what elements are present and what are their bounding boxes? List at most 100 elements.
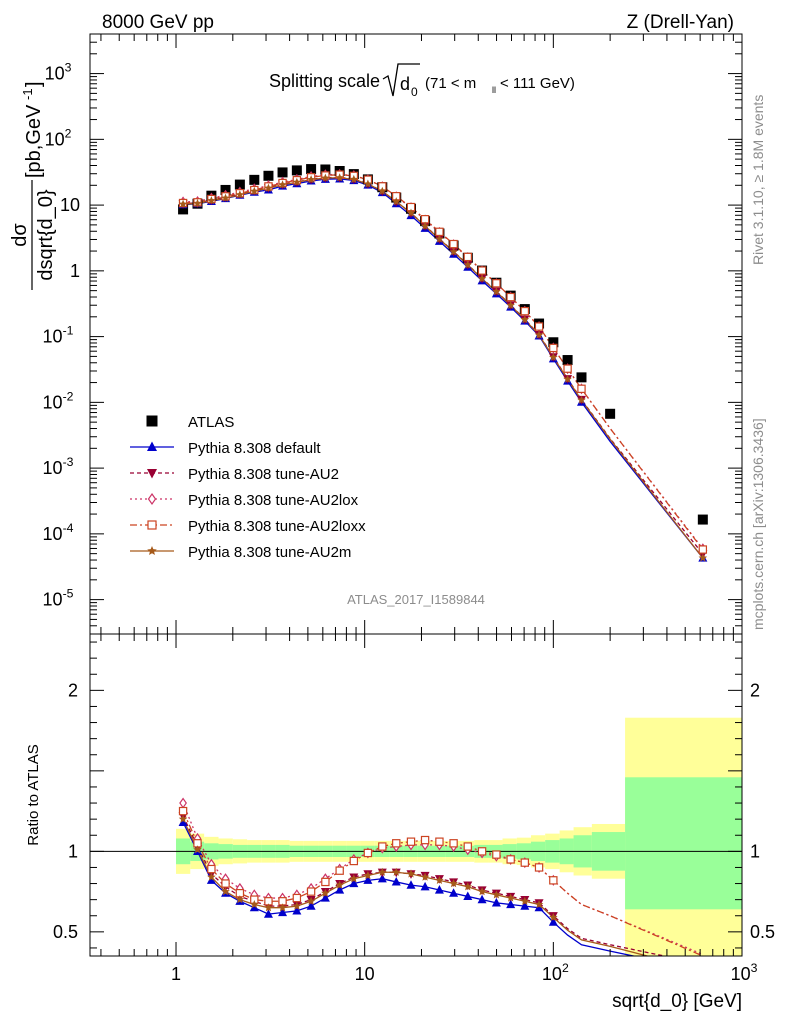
- mc-point-ratio: [420, 872, 430, 881]
- ratio-y-tick-label-left: 1: [68, 841, 78, 861]
- mc-point-ratio: [406, 869, 416, 878]
- mc-point-ratio: [449, 888, 459, 897]
- mc-point-main: [321, 173, 330, 182]
- mc-point-ratio: [278, 903, 287, 912]
- mc-point-ratio: [178, 806, 188, 816]
- mc-point-ratio: [420, 835, 430, 845]
- main-title-cut: (71 < m: [425, 75, 476, 92]
- legend-entry: ATLAS: [146, 414, 234, 431]
- mc-point-ratio: [306, 896, 316, 905]
- x-tick-label: 10: [355, 964, 375, 984]
- mc-point-ratio: [335, 866, 344, 875]
- y-label-unit-exp: -1: [20, 88, 35, 100]
- mc-point-ratio: [463, 891, 473, 901]
- mc-point-ratio: [435, 875, 444, 884]
- atlas-data-point: [249, 174, 260, 185]
- mc-point-ratio: [178, 817, 188, 826]
- header-left: 8000 GeV pp: [102, 12, 214, 33]
- mc-point-ratio: [179, 797, 187, 809]
- atlas-data-point: [306, 164, 317, 175]
- legend-marker: [147, 441, 157, 451]
- mc-point-main: [335, 173, 344, 182]
- mc-point-main: [449, 239, 458, 249]
- mc-point-ratio: [392, 839, 401, 848]
- mc-point-ratio: [534, 899, 544, 909]
- mc-point-ratio: [221, 879, 230, 888]
- y-label-numerator: dσ: [9, 223, 31, 247]
- legend-entry: Pythia 8.308 tune-AU2: [130, 466, 339, 483]
- mc-point-main: [306, 175, 316, 184]
- legend-label: Pythia 8.308 tune-AU2lox: [188, 492, 359, 509]
- uncertainty-bands: [176, 717, 742, 956]
- mc-point-main: [250, 186, 259, 195]
- mc-point-ratio: [463, 842, 472, 851]
- mc-point-ratio: [363, 875, 373, 884]
- legend-entry: Pythia 8.308 tune-AU2m: [130, 544, 351, 561]
- main-y-tick-label: 10-4: [43, 521, 74, 544]
- mc-point-main: [549, 352, 558, 361]
- main-y-tick-label: 10-1: [43, 324, 74, 347]
- mc-point-main: [492, 287, 501, 296]
- mc-point-main: [698, 545, 708, 554]
- mc-point-ratio: [492, 850, 501, 859]
- x-axis-label: sqrt{d_0} [GeV]: [612, 991, 742, 1012]
- mc-point-ratio: [250, 899, 259, 909]
- mc-point-main: [221, 193, 230, 202]
- mc-point-ratio: [548, 917, 558, 926]
- mc-point-main: [193, 198, 202, 208]
- mc-point-ratio: [406, 837, 416, 846]
- mc-point-ratio: [264, 903, 273, 912]
- mc-point-main: [520, 315, 530, 324]
- mc-point-ratio: [207, 872, 216, 881]
- ratio-frame: [89, 633, 743, 957]
- mc-point-ratio: [506, 855, 515, 864]
- mc-point-main: [378, 186, 387, 195]
- y-axis-label-main: dσ dsqrt{d_0} [pb,GeV -1 ]: [9, 81, 57, 290]
- mc-point-main: [178, 199, 188, 208]
- mc-point-ratio: [520, 896, 530, 905]
- mc-point-ratio: [378, 867, 387, 876]
- mcplots-label: mcplots.cern.ch [arXiv:1306.3436]: [750, 418, 766, 630]
- mc-point-main: [549, 343, 558, 353]
- x-tick-label: 102: [542, 961, 569, 984]
- mc-point-ratio: [320, 893, 330, 902]
- mc-point-main: [435, 227, 444, 237]
- mc-point-main: [577, 395, 586, 404]
- legend-marker: [147, 469, 157, 479]
- mc-point-ratio: [321, 877, 330, 887]
- main-title-var: d: [400, 74, 410, 94]
- mc-point-ratio: [207, 864, 216, 874]
- ratio-y-tick-label-left: 0.5: [53, 922, 78, 942]
- main-y-tick-label: 102: [45, 126, 72, 149]
- mc-point-ratio: [363, 848, 373, 858]
- mc-point-main: [235, 190, 245, 199]
- ratio-y-tick-label-right: 1: [750, 841, 760, 861]
- y-label-unit-end: ]: [23, 81, 45, 87]
- mc-point-ratio: [335, 885, 345, 894]
- ratio-y-tick-label-right: 0.5: [750, 922, 775, 942]
- mc-point-main: [534, 330, 544, 339]
- mc-point-ratio: [520, 858, 530, 867]
- mc-point-ratio: [349, 856, 359, 866]
- mc-point-ratio: [477, 847, 487, 856]
- main-y-tick-label: 10-3: [43, 455, 74, 478]
- mc-point-ratio: [349, 874, 359, 883]
- mc-point-ratio: [491, 897, 501, 907]
- mc-point-ratio: [292, 905, 302, 915]
- x-tick-label: 1: [171, 964, 181, 984]
- mc-point-main: [698, 553, 708, 562]
- main-title-cut-sub: ll: [492, 85, 496, 95]
- y-label-unit: [pb,GeV: [23, 104, 45, 178]
- main-y-tick-label: 10: [60, 195, 80, 215]
- mc-point-ratio: [449, 879, 458, 888]
- legend-label: Pythia 8.308 tune-AU2: [188, 466, 339, 483]
- mc-point-main: [449, 247, 458, 256]
- main-title-prefix: Splitting scale: [269, 71, 380, 91]
- mc-point-ratio: [235, 895, 245, 904]
- mc-point-ratio: [549, 912, 558, 921]
- legend: ATLAS Pythia 8.308 default Pythia 8.308 tu…: [130, 414, 366, 561]
- y-axis-label-ratio: Ratio to ATLAS: [25, 744, 42, 845]
- mc-point-main: [264, 183, 273, 192]
- mc-point-main: [292, 177, 302, 186]
- main-title-cut-end: < 111 GeV): [500, 75, 575, 92]
